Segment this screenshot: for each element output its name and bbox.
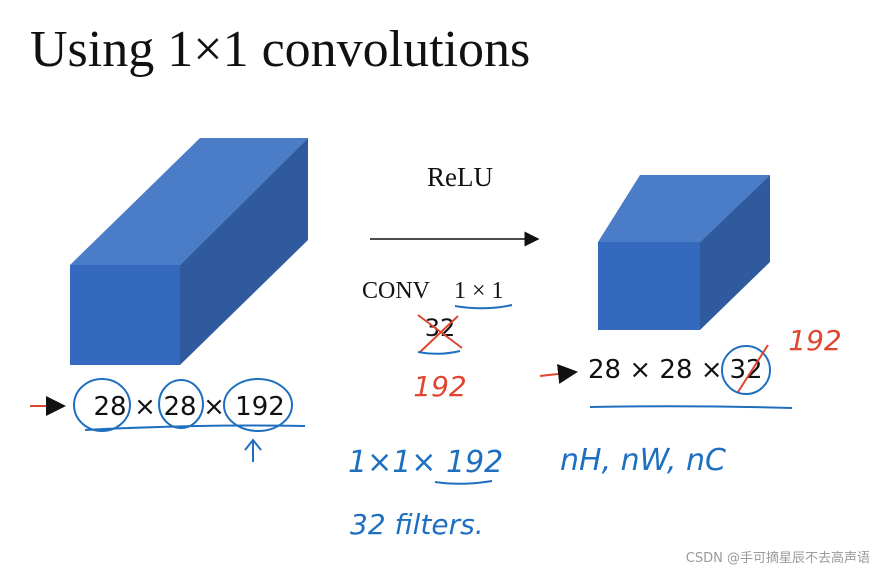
cube-side [180,138,308,365]
watermark: CSDN @手可摘星辰不去高声语 [686,550,870,566]
channels-new: 192 [788,324,841,357]
underline [454,304,513,310]
cube-front [70,265,180,365]
underline [417,350,461,355]
conv-size: 1 × 1 [454,278,504,304]
cross-out [737,344,769,393]
dim: 192 [235,392,285,422]
times: × [203,392,225,422]
circle [73,378,131,432]
cube-top [70,138,308,265]
cube-side [700,175,770,330]
cross-out [417,314,463,353]
filters-new: 192 [413,370,466,403]
filters-crossed: 32 [425,314,456,342]
cube-top [598,175,770,242]
filter-count: 32 filters. [350,508,484,541]
dim: 28 [93,392,126,422]
circle [223,378,293,432]
dim: 28 [163,392,196,422]
red-arrow [539,364,578,384]
title: Using 1×1 convolutions [30,21,530,78]
conv-label: CONV [362,278,431,304]
circle [158,379,204,429]
filter-shape: 1×1× 192 [348,445,503,480]
output-dims: 28 × 28 × [588,355,723,385]
underline [589,405,793,409]
cube-front [598,242,700,330]
circle [721,345,771,395]
up-arrow [244,438,262,462]
underline [434,480,493,485]
times: × [134,392,156,422]
underline [84,424,306,431]
notation: nH, nW, nC [560,443,726,478]
relu-label: ReLU [427,162,493,192]
